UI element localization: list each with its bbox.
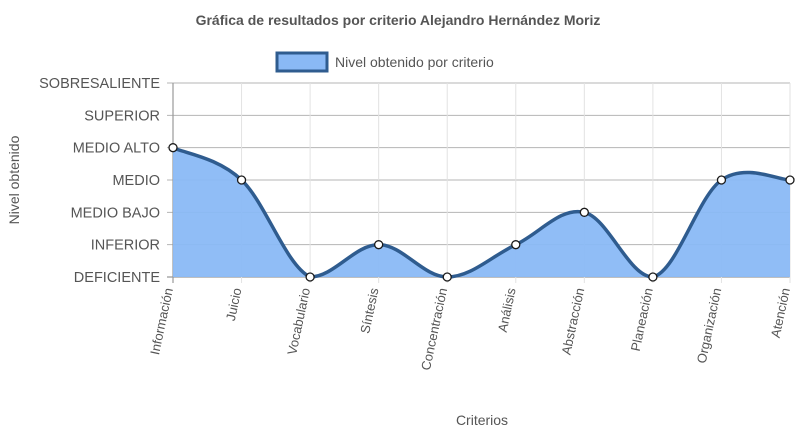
- x-tick-label: Análisis: [495, 286, 519, 333]
- series-area: [173, 147, 790, 277]
- data-point[interactable]: [236, 175, 247, 185]
- y-tick-label: MEDIO ALTO: [73, 141, 160, 157]
- data-point[interactable]: [785, 175, 795, 185]
- data-point[interactable]: [511, 240, 521, 250]
- series-line: [172, 146, 791, 279]
- x-tick-label: Abstracción: [558, 287, 587, 357]
- y-tick-label: MEDIO: [112, 173, 160, 189]
- x-tick-label: Atención: [768, 287, 793, 340]
- data-point[interactable]: [716, 175, 727, 185]
- y-tick-label: MEDIO BAJO: [71, 205, 160, 221]
- x-tick-label: Síntesis: [357, 286, 381, 335]
- x-axis-label: Criterios: [456, 412, 508, 428]
- y-tick-label: SOBRESALIENTE: [39, 76, 160, 92]
- data-point[interactable]: [168, 143, 178, 153]
- data-point[interactable]: [579, 207, 589, 217]
- data-point[interactable]: [648, 272, 658, 282]
- y-axis-label: Nivel obtenido: [6, 135, 22, 224]
- y-tick-label: SUPERIOR: [84, 108, 160, 124]
- x-tick-label: Organización: [694, 287, 725, 365]
- x-tick-label: Planeación: [628, 287, 656, 353]
- legend-label: Nivel obtenido por criterio: [335, 54, 494, 70]
- y-axis-ticks: DEFICIENTE INFERIOR MEDIO BAJO MEDIO MEDIO A…: [39, 76, 160, 286]
- data-points: [168, 143, 795, 282]
- x-tick-label: Juicio: [223, 287, 245, 323]
- area-layer: [172, 146, 791, 279]
- legend-swatch: [275, 51, 329, 73]
- y-tick-label: DEFICIENTE: [74, 270, 161, 286]
- y-tick-label: INFERIOR: [91, 238, 160, 254]
- data-point[interactable]: [374, 240, 384, 250]
- x-axis-ticks: Información Juicio Vocabulario Síntesis Conc…: [147, 286, 793, 372]
- x-tick-label: Concentración: [418, 287, 450, 372]
- legend[interactable]: Nivel obtenido por criterio: [275, 51, 494, 73]
- data-point[interactable]: [442, 272, 452, 282]
- x-tick-label: Información: [147, 287, 176, 357]
- chart-title: Gráfica de resultados por criterio Aleja…: [196, 12, 601, 28]
- x-tick-label: Vocabulario: [284, 287, 313, 357]
- data-point[interactable]: [305, 272, 315, 282]
